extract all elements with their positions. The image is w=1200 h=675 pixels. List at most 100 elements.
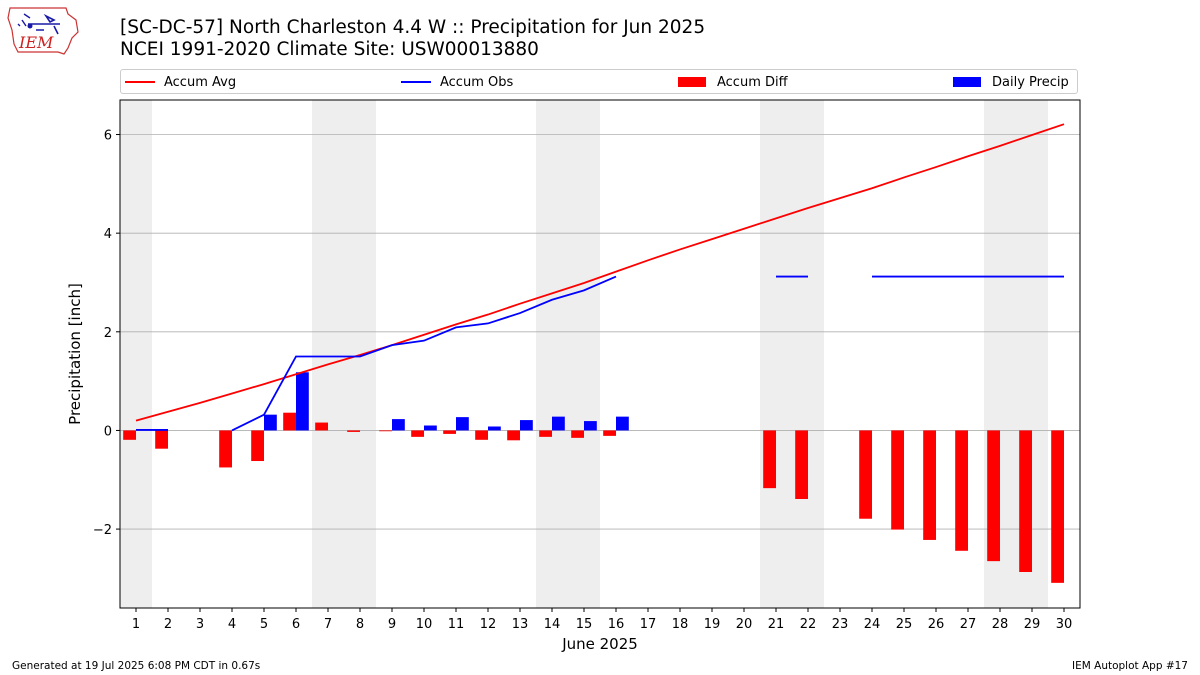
x-tick-label: 20 [736,617,753,632]
x-tick-label: 23 [832,617,849,632]
daily-precip-bar [424,425,437,431]
chart-subtitle: NCEI 1991-2020 Climate Site: USW00013880 [120,39,539,60]
iem-logo-graphic: IEM [7,7,79,55]
weekend-band [120,100,152,608]
x-tick-label: 21 [768,617,785,632]
legend-swatch-daily-precip [953,77,981,87]
x-tick-label: 5 [260,617,268,632]
accum-obs-line [231,275,617,432]
accum-diff-bar [315,422,328,431]
accum-diff-bar [539,430,552,437]
daily-precip-bar [616,416,629,431]
accum-diff-bar [283,412,296,431]
legend-label-accum-diff: Accum Diff [717,74,788,90]
x-tick-label: 25 [896,617,913,632]
daily-precip-bar [584,421,597,431]
legend-label-accum-obs: Accum Obs [440,74,514,90]
x-tick-label: 9 [388,617,396,632]
daily-precip-bar [456,417,469,431]
x-tick-label: 28 [992,617,1009,632]
accum-diff-bar [219,430,232,468]
legend-item-accum-avg: Accum Avg [125,74,236,90]
x-tick-label: 29 [1024,617,1041,632]
accum-diff-bar [379,430,392,432]
accum-diff-bar [475,430,488,440]
x-tick-label: 1 [132,617,140,632]
x-tick-label: 18 [672,617,689,632]
weekend-band [760,100,824,608]
y-tick-label: −2 [93,523,112,538]
accum-diff-bar [987,430,1000,562]
legend-item-accum-obs: Accum Obs [401,74,513,90]
footer-generated: Generated at 19 Jul 2025 6:08 PM CDT in … [12,660,261,672]
y-axis-label: Precipitation [inch] [66,283,84,425]
chart-legend: Accum Avg Accum Obs Accum Diff Daily Pre… [120,69,1078,94]
accum-diff-bar [795,430,808,500]
accum-diff-bar [507,430,520,441]
y-tick-label: 6 [104,129,112,144]
y-tick-label: 2 [104,326,112,341]
daily-precip-bar [520,420,533,431]
legend-item-daily-precip: Daily Precip [953,74,1069,90]
x-tick-label: 15 [576,617,593,632]
accum-diff-bar [955,430,968,551]
x-axis-label: June 2025 [561,635,638,653]
accum-diff-bar [347,430,360,432]
legend-item-accum-diff: Accum Diff [678,74,788,90]
gridlines [120,134,1080,530]
daily-precip-bar [296,372,309,431]
x-tick-label: 16 [608,617,625,632]
accum-diff-bar [1019,430,1032,572]
legend-label-daily-precip: Daily Precip [992,74,1069,90]
x-tick-label: 4 [228,617,236,632]
x-tick-label: 26 [928,617,945,632]
x-tick-label: 8 [356,617,364,632]
bars [123,372,1064,583]
legend-label-accum-avg: Accum Avg [164,74,237,90]
accum-diff-bar [443,430,456,434]
accum-diff-bar [923,430,936,540]
svg-text:IEM: IEM [18,33,54,52]
y-axis-ticks: −2 0 2 4 6 [93,129,120,538]
x-tick-label: 30 [1056,617,1073,632]
chart-title: [SC-DC-57] North Charleston 4.4 W :: Pre… [120,17,706,38]
accum-diff-bar [123,430,136,440]
accum-diff-bar [1051,430,1064,583]
accum-avg-line [135,123,1065,422]
x-tick-label: 14 [544,617,561,632]
daily-precip-bar [392,419,405,431]
x-tick-label: 2 [164,617,172,632]
x-tick-label: 3 [196,617,204,632]
accum-diff-bar [155,430,168,449]
accum-diff-bar [411,430,424,437]
accum-diff-bar [859,430,872,519]
chart-title-block: [SC-DC-57] North Charleston 4.4 W :: Pre… [120,17,705,61]
x-tick-label: 12 [480,617,497,632]
accum-diff-bar [571,430,584,438]
y-tick-label: 0 [104,424,112,439]
daily-precip-bar [552,416,565,431]
accum-diff-bar [763,430,776,489]
x-tick-label: 19 [704,617,721,632]
series-lines [135,123,1065,432]
x-tick-label: 10 [416,617,433,632]
legend-swatch-accum-obs [401,81,431,83]
iem-logo: IEM [6,4,82,60]
footer-app: IEM Autoplot App #17 [1072,660,1188,672]
y-tick-label: 4 [104,227,112,242]
x-tick-label: 27 [960,617,977,632]
accum-diff-bar [251,430,264,462]
x-tick-label: 24 [864,617,881,632]
daily-precip-bar [264,414,277,431]
plot-frame [119,99,1081,609]
x-tick-label: 11 [448,617,465,632]
legend-swatch-accum-avg [125,81,155,83]
weekend-band [536,100,600,608]
legend-swatch-accum-diff [678,77,706,87]
daily-precip-bar [488,426,501,431]
accum-diff-bar [891,430,904,530]
accum-diff-bar [603,430,616,436]
x-axis-ticks: 1 2 3 4 5 6 7 8 9 10 11 12 13 14 15 16 17 18 19 20 21 22 23 24 2… [132,608,1072,632]
x-tick-label: 22 [800,617,817,632]
